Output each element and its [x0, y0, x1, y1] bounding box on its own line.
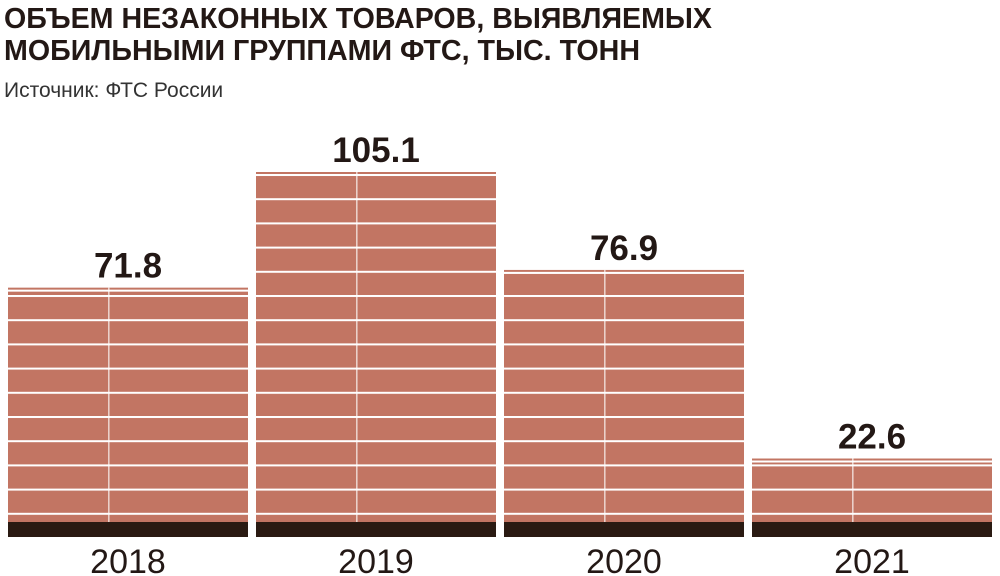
chart-subtitle: Источник: ФТС России [4, 79, 223, 102]
value-label: 76.9 [590, 229, 658, 268]
bar-base [504, 522, 744, 537]
bar-top-edge [752, 460, 992, 463]
bar-base [8, 522, 248, 537]
value-label: 22.6 [838, 418, 906, 457]
bar-top-edge [256, 174, 496, 176]
bar-base [256, 522, 496, 537]
bar-base [752, 522, 992, 537]
chart-title: МОБИЛЬНЫМИ ГРУППАМИ ФТС, ТЫС. ТОНН [4, 35, 640, 67]
bar-top-edge [504, 271, 744, 274]
bar-top-edge [8, 289, 248, 292]
value-label: 71.8 [94, 247, 162, 286]
value-label: 105.1 [332, 131, 420, 170]
chart-title: ОБЪЕМ НЕЗАКОННЫХ ТОВАРОВ, ВЫЯВЛЯЕМЫХ [4, 3, 713, 35]
x-tick-label: 2019 [338, 543, 414, 576]
bar-stripes [256, 174, 496, 537]
x-tick-label: 2020 [586, 543, 662, 576]
x-tick-label: 2018 [90, 543, 166, 576]
bar-stripes [8, 289, 248, 537]
x-tick-label: 2021 [834, 543, 910, 576]
bar-stripes [504, 271, 744, 537]
